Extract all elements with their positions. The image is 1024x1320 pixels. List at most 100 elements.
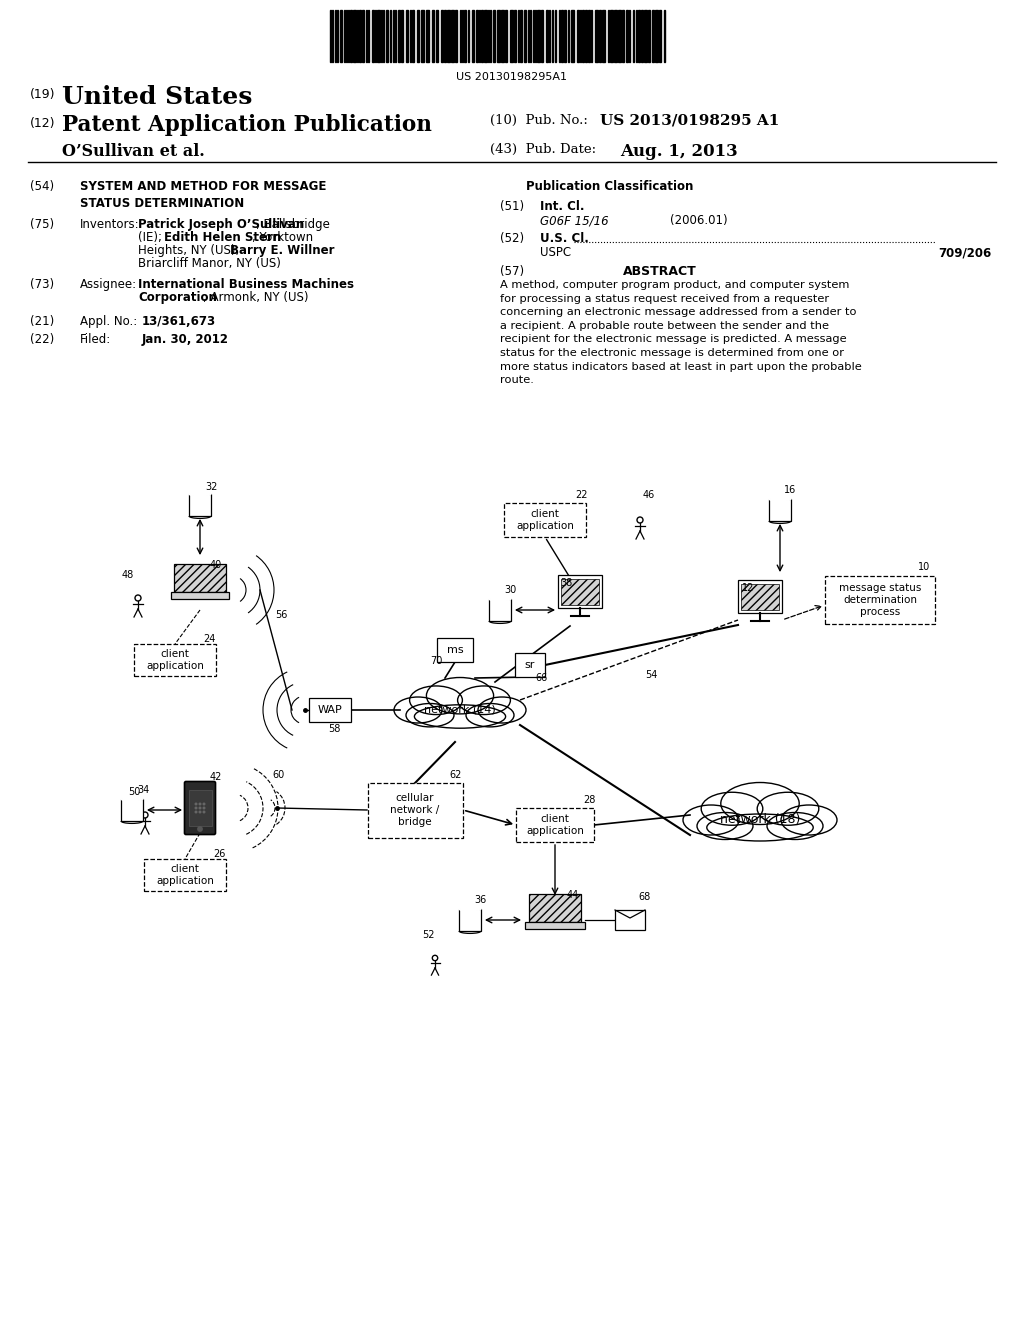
Text: Corporation: Corporation (138, 290, 217, 304)
Text: (51): (51) (500, 201, 524, 213)
Text: 28: 28 (583, 795, 595, 805)
Ellipse shape (394, 697, 442, 723)
Circle shape (196, 808, 197, 809)
Circle shape (200, 812, 201, 813)
Ellipse shape (781, 805, 837, 836)
Text: (22): (22) (30, 333, 54, 346)
Text: network (18): network (18) (720, 813, 800, 826)
Text: , Armonk, NY (US): , Armonk, NY (US) (203, 290, 308, 304)
Text: Assignee:: Assignee: (80, 279, 137, 290)
Ellipse shape (721, 783, 799, 825)
Text: 16: 16 (784, 484, 797, 495)
Text: 26: 26 (213, 849, 225, 859)
Bar (481, 11, 483, 62)
Text: (21): (21) (30, 315, 54, 327)
Text: 60: 60 (272, 770, 285, 780)
Text: (12): (12) (30, 117, 55, 129)
Ellipse shape (458, 686, 510, 714)
Ellipse shape (426, 677, 494, 714)
Text: WAP: WAP (317, 705, 342, 715)
Text: (73): (73) (30, 279, 54, 290)
Text: SYSTEM AND METHOD FOR MESSAGE
STATUS DETERMINATION: SYSTEM AND METHOD FOR MESSAGE STATUS DET… (80, 180, 327, 210)
Text: sr: sr (525, 660, 536, 671)
Bar (432, 11, 434, 62)
Bar (595, 11, 598, 62)
FancyBboxPatch shape (515, 653, 545, 677)
Text: (10)  Pub. No.:: (10) Pub. No.: (490, 114, 588, 127)
Bar (510, 11, 513, 62)
Bar (652, 11, 654, 62)
Bar (524, 11, 526, 62)
Bar (401, 11, 403, 62)
Ellipse shape (121, 796, 143, 801)
FancyBboxPatch shape (516, 808, 594, 842)
Text: Jan. 30, 2012: Jan. 30, 2012 (142, 333, 229, 346)
Bar (582, 11, 584, 62)
Text: 56: 56 (275, 610, 288, 620)
FancyBboxPatch shape (134, 644, 216, 676)
Bar (564, 11, 566, 62)
Bar (622, 11, 624, 62)
Ellipse shape (769, 496, 791, 502)
FancyBboxPatch shape (528, 894, 582, 921)
Text: cellular
network /
bridge: cellular network / bridge (390, 792, 439, 828)
Bar (436, 11, 438, 62)
Text: 40: 40 (210, 560, 222, 570)
Text: ms: ms (446, 645, 463, 655)
Circle shape (198, 826, 202, 832)
FancyBboxPatch shape (489, 599, 511, 620)
Text: 13/361,673: 13/361,673 (142, 315, 216, 327)
Ellipse shape (707, 814, 813, 841)
Circle shape (200, 808, 201, 809)
Bar (444, 11, 446, 62)
Text: 34: 34 (137, 785, 150, 795)
Bar (497, 11, 500, 62)
Text: 54: 54 (645, 671, 657, 680)
Text: Publication Classification: Publication Classification (526, 180, 693, 193)
Bar (340, 11, 342, 62)
Text: , Ballsbridge: , Ballsbridge (256, 218, 330, 231)
Text: (54): (54) (30, 180, 54, 193)
Ellipse shape (757, 792, 819, 825)
Bar (588, 11, 590, 62)
Bar (476, 11, 478, 62)
Bar (362, 11, 364, 62)
Text: Int. Cl.: Int. Cl. (540, 201, 585, 213)
Text: (52): (52) (500, 232, 524, 246)
Text: Filed:: Filed: (80, 333, 112, 346)
Text: 44: 44 (567, 890, 580, 900)
FancyBboxPatch shape (121, 799, 143, 821)
FancyBboxPatch shape (184, 781, 215, 834)
Text: 70: 70 (430, 656, 442, 667)
Bar (610, 11, 613, 62)
Text: client
application: client application (526, 814, 584, 836)
Text: Barry E. Willner: Barry E. Willner (230, 244, 335, 257)
Text: 52: 52 (422, 931, 434, 940)
Circle shape (196, 803, 197, 805)
Bar (441, 11, 443, 62)
Text: Edith Helen Stern: Edith Helen Stern (164, 231, 282, 244)
Text: O’Sullivan et al.: O’Sullivan et al. (62, 143, 205, 160)
Text: Inventors:: Inventors: (80, 218, 139, 231)
Ellipse shape (189, 491, 211, 496)
Text: (19): (19) (30, 88, 55, 102)
Text: 38: 38 (560, 578, 572, 587)
Text: network (14): network (14) (424, 705, 496, 715)
FancyBboxPatch shape (738, 579, 782, 612)
Bar (501, 11, 504, 62)
Text: United States: United States (62, 84, 252, 110)
Bar (561, 11, 563, 62)
Bar (493, 11, 495, 62)
Text: International Business Machines: International Business Machines (138, 279, 354, 290)
FancyBboxPatch shape (558, 576, 602, 609)
Text: client
application: client application (146, 649, 204, 671)
Ellipse shape (478, 697, 526, 723)
Text: 68: 68 (638, 892, 650, 902)
Bar (614, 11, 617, 62)
FancyBboxPatch shape (561, 579, 599, 605)
Text: Patrick Joseph O’Sullivan: Patrick Joseph O’Sullivan (138, 218, 304, 231)
Circle shape (203, 812, 205, 813)
Bar (417, 11, 419, 62)
Text: US 20130198295A1: US 20130198295A1 (457, 73, 567, 82)
Text: G06F 15/16: G06F 15/16 (540, 214, 608, 227)
